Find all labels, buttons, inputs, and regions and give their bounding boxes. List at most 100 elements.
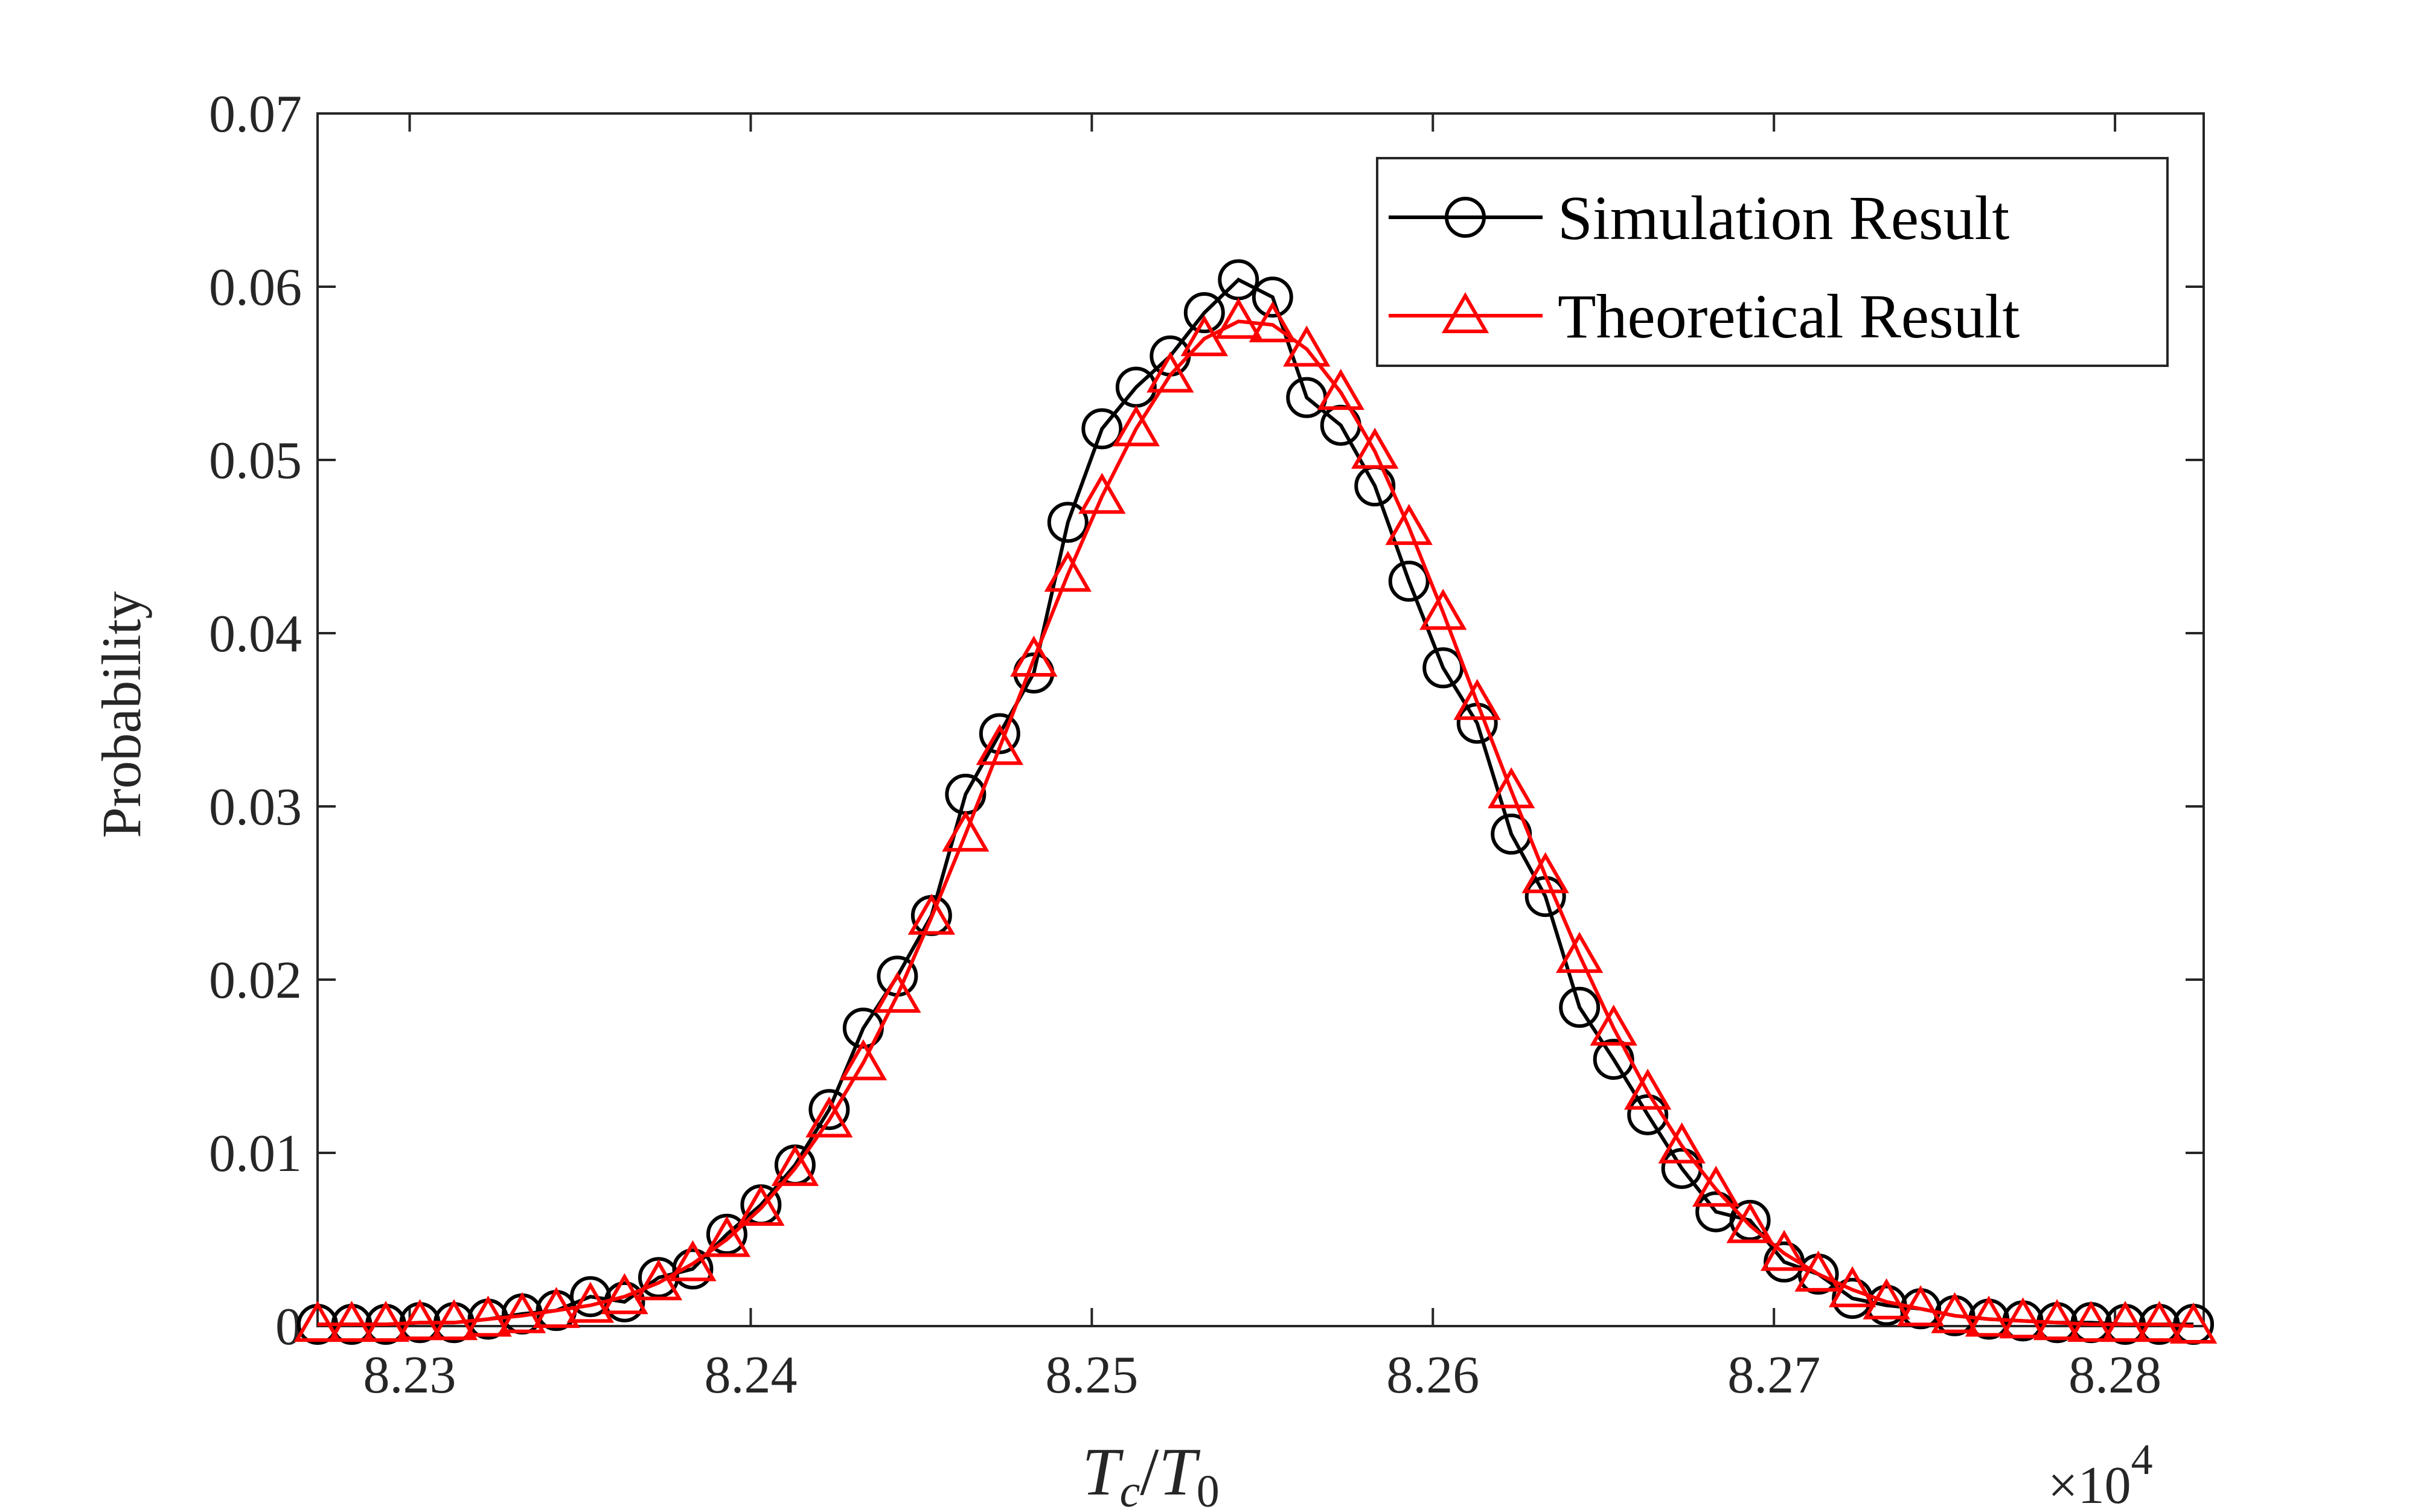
simulation-point [1183,292,1225,334]
simulation-point [1047,502,1089,543]
theoretical-point [566,1281,615,1323]
y-tick-label: 0.05 [209,432,302,490]
theoretical-point [1180,315,1228,357]
theoretical-point [498,1292,546,1333]
theoretical-line [318,319,2194,1328]
legend: Simulation Result Theoretical Result [1376,157,2169,367]
theoretical-point [1078,473,1126,514]
simulation-point [1422,647,1464,689]
theoretical-point [1112,405,1160,447]
simulation-point [1559,986,1601,1028]
simulation-point [1388,560,1430,602]
theoretical-point [805,1096,853,1138]
y-axis-label: Probability [91,592,152,838]
simulation-point [1081,408,1123,450]
x-label-sub-c: c [1120,1466,1140,1512]
multiplier-exponent: 4 [2131,1435,2153,1484]
legend-label-simulation: Simulation Result [1558,183,2009,253]
theoretical-point [1931,1292,1978,1333]
theoretical-point [669,1240,717,1281]
theoretical-point [1590,1004,1637,1046]
simulation-point [1252,276,1293,318]
x-tick-label: 8.25 [1045,1346,1138,1405]
legend-entry-theoretical: Theoretical Result [1389,282,2020,351]
theoretical-point [1044,550,1092,592]
theoretical-point [464,1295,512,1337]
legend-marker-triangle [1441,292,1489,333]
theoretical-point [942,810,990,852]
theoretical-point [2169,1302,2218,1344]
theoretical-point [1965,1295,2013,1337]
theoretical-point [293,1301,342,1342]
theoretical-point [1249,301,1296,343]
y-tick-label: 0.06 [209,258,302,317]
theoretical-point [1999,1297,2047,1339]
simulation-point [1593,1039,1634,1080]
y-tick-label: 0.04 [209,605,302,663]
theoretical-point [1453,678,1501,720]
theoretical-point [1317,369,1364,410]
plot-area [316,112,2205,1327]
theoretical-point [1283,325,1331,367]
legend-marker-circle [1445,197,1486,238]
theoretical-point [1351,427,1399,469]
legend-label-theoretical: Theoretical Result [1558,282,2020,351]
series-layer [293,259,2218,1345]
theoretical-point [1760,1230,1808,1271]
x-tick-label: 8.28 [2068,1346,2161,1405]
theoretical-point [1658,1122,1706,1164]
x-tick-label: 8.23 [363,1346,456,1405]
theoretical-point [533,1287,580,1329]
y-tick-label: 0.07 [209,85,302,144]
theoretical-point [1692,1166,1740,1207]
x-label-sub-0: 0 [1197,1466,1220,1512]
theoretical-point [1556,931,1604,973]
multiplier-base: ×10 [2048,1456,2131,1512]
theoretical-point [1623,1068,1672,1110]
x-label-slash: / [1140,1435,1159,1510]
y-tick-label: 0.02 [209,951,302,1010]
theoretical-point [1215,298,1262,339]
x-axis: 8.23 8.24 8.25 8.26 8.27 8.28 [363,113,2161,1405]
theoretical-point [2067,1301,2115,1342]
simulation-point [1627,1094,1669,1135]
x-label-t0: T [1159,1435,1200,1510]
y-tick-label: 0.01 [209,1124,302,1183]
simulation-point [569,1276,611,1318]
theoretical-point [328,1301,376,1342]
simulation-point [706,1213,747,1255]
theoretical-point [396,1299,444,1341]
x-label-t: T [1082,1435,1124,1510]
x-tick-label: 8.27 [1727,1346,1820,1405]
theoretical-point [737,1184,785,1226]
theoretical-point [1521,852,1569,893]
y-tick-label: 0.03 [209,778,302,837]
theoretical-point [907,893,956,935]
series-theoretical [293,298,2218,1344]
legend-entry-simulation: Simulation Result [1389,183,2009,253]
x-tick-label: 8.24 [704,1346,797,1405]
theoretical-point [874,971,921,1013]
theoretical-point [1488,767,1535,809]
axes-box [316,112,2205,1327]
simulation-point [1832,1278,1873,1319]
simulation-point [1729,1199,1771,1241]
x-axis-label: Tc/T0 [1082,1435,1219,1512]
theoretical-point [839,1039,888,1080]
theoretical-point [635,1259,683,1301]
theoretical-point [1419,589,1467,630]
theoretical-point [430,1299,478,1341]
theoretical-point [771,1144,819,1186]
theoretical-point [2135,1301,2183,1342]
theoretical-point [601,1273,648,1315]
theoretical-point [2101,1301,2149,1342]
x-axis-multiplier: ×104 [2048,1435,2153,1512]
theoretical-point [1828,1266,1876,1307]
theoretical-point [976,724,1024,765]
theoretical-point [1010,636,1058,677]
theoretical-point [1385,503,1433,545]
simulation-point [808,1089,850,1131]
y-axis: 00.010.020.030.040.050.060.07 [209,85,2204,1356]
legend-box [1376,157,2169,367]
